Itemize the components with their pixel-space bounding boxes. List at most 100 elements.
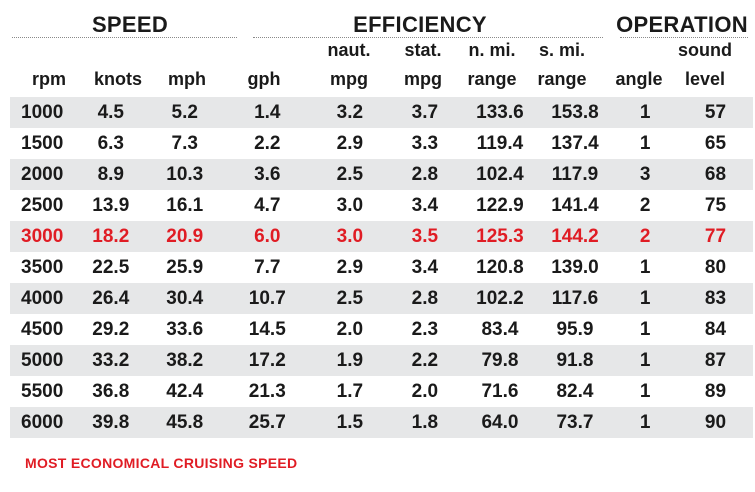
- table-cell: 3000: [10, 221, 75, 252]
- table-cell: 42.4: [147, 376, 223, 407]
- table-row: 2000 8.9 10.3 3.6 2.5 2.8 102.4 117.9 3 68: [10, 159, 753, 190]
- table-cell: 25.9: [147, 252, 223, 283]
- table-cell: 38.2: [147, 345, 223, 376]
- column-header: level: [684, 69, 726, 89]
- performance-table: 1000 4.5 5.2 1.4 3.2 3.7 133.6 153.8 1 57 1500 6.3 7…: [10, 97, 753, 438]
- table-cell: 5000: [10, 345, 75, 376]
- table-cell: 1500: [10, 128, 75, 159]
- operation-group-title: OPERATION: [616, 12, 748, 37]
- column-header-top: s. mi.: [538, 40, 586, 60]
- table-cell: 29.2: [74, 314, 148, 345]
- table-cell: 21.3: [222, 376, 313, 407]
- footnote: MOST ECONOMICAL CRUISING SPEED: [25, 455, 298, 471]
- efficiency-group-title: EFFICIENCY: [353, 12, 487, 37]
- table-cell: 64.0: [462, 407, 538, 438]
- table-cell: 1: [612, 314, 678, 345]
- table-cell: 3.6: [222, 159, 313, 190]
- table-cell: 87: [677, 345, 753, 376]
- table-cell: 4.5: [74, 97, 148, 128]
- column-header: gph: [247, 69, 281, 89]
- table-cell: 137.4: [537, 128, 613, 159]
- table-cell: 5.2: [147, 97, 223, 128]
- table-cell: 33.2: [74, 345, 148, 376]
- table-cell: 117.6: [537, 283, 613, 314]
- table-cell: 2.3: [387, 314, 463, 345]
- table-cell: 2.8: [387, 159, 463, 190]
- table-cell: 16.1: [147, 190, 223, 221]
- table-cell: 7.7: [222, 252, 313, 283]
- table-cell: 2: [612, 221, 678, 252]
- table-cell: 5500: [10, 376, 75, 407]
- table-row: 3500 22.5 25.9 7.7 2.9 3.4 120.8 139.0 1 80: [10, 252, 753, 283]
- table-cell: 10.3: [147, 159, 223, 190]
- table-row: 5000 33.2 38.2 17.2 1.9 2.2 79.8 91.8 1 87: [10, 345, 753, 376]
- table-cell: 91.8: [537, 345, 613, 376]
- table-cell: 3.4: [387, 252, 463, 283]
- table-row: 3000 18.2 20.9 6.0 3.0 3.5 125.3 144.2 2 77: [10, 221, 753, 252]
- table-cell: 4000: [10, 283, 75, 314]
- table-cell: 13.9: [74, 190, 148, 221]
- table-cell: 141.4: [537, 190, 613, 221]
- table-cell: 4500: [10, 314, 75, 345]
- column-header-top: sound: [678, 40, 732, 60]
- table-cell: 1.9: [312, 345, 388, 376]
- table-cell: 1: [612, 345, 678, 376]
- table-cell: 65: [677, 128, 753, 159]
- table-cell: 153.8: [537, 97, 613, 128]
- table-cell: 3.0: [312, 221, 388, 252]
- table-cell: 68: [677, 159, 753, 190]
- column-header: mpg: [404, 69, 442, 89]
- column-header-top: n. mi.: [468, 40, 516, 60]
- table-cell: 4.7: [222, 190, 313, 221]
- table-cell: 22.5: [74, 252, 148, 283]
- table-cell: 17.2: [222, 345, 313, 376]
- table-cell: 8.9: [74, 159, 148, 190]
- table-cell: 33.6: [147, 314, 223, 345]
- table-row: 2500 13.9 16.1 4.7 3.0 3.4 122.9 141.4 2 75: [10, 190, 753, 221]
- column-header: range: [537, 69, 587, 89]
- table-cell: 18.2: [74, 221, 148, 252]
- table-cell: 30.4: [147, 283, 223, 314]
- table-cell: 2: [612, 190, 678, 221]
- table-cell: 2.2: [222, 128, 313, 159]
- table-cell: 45.8: [147, 407, 223, 438]
- table-cell: 77: [677, 221, 753, 252]
- column-header: range: [467, 69, 517, 89]
- table-cell: 3500: [10, 252, 75, 283]
- table-cell: 1: [612, 283, 678, 314]
- table-cell: 39.8: [74, 407, 148, 438]
- table-cell: 1.4: [222, 97, 313, 128]
- table-cell: 1: [612, 407, 678, 438]
- table-cell: 3.7: [387, 97, 463, 128]
- column-header: rpm: [31, 69, 66, 89]
- table-cell: 102.2: [462, 283, 538, 314]
- table-cell: 133.6: [462, 97, 538, 128]
- table-cell: 90: [677, 407, 753, 438]
- table-cell: 80: [677, 252, 753, 283]
- column-header: mph: [168, 69, 206, 89]
- table-cell: 82.4: [537, 376, 613, 407]
- table-cell: 6.3: [74, 128, 148, 159]
- table-cell: 14.5: [222, 314, 313, 345]
- column-header: angle: [615, 69, 663, 89]
- table-cell: 120.8: [462, 252, 538, 283]
- table-cell: 144.2: [537, 221, 613, 252]
- speed-group-rule: [12, 37, 237, 38]
- table-cell: 57: [677, 97, 753, 128]
- table-row: 4500 29.2 33.6 14.5 2.0 2.3 83.4 95.9 1 84: [10, 314, 753, 345]
- table-cell: 2.0: [312, 314, 388, 345]
- column-header-top: naut.: [327, 40, 371, 60]
- table-cell: 7.3: [147, 128, 223, 159]
- table-cell: 10.7: [222, 283, 313, 314]
- table-cell: 1.5: [312, 407, 388, 438]
- table-cell: 2.0: [387, 376, 463, 407]
- table-cell: 79.8: [462, 345, 538, 376]
- column-header: knots: [93, 69, 142, 89]
- table-cell: 2.9: [312, 128, 388, 159]
- column-header-top: stat.: [404, 40, 442, 60]
- table-cell: 20.9: [147, 221, 223, 252]
- table-cell: 25.7: [222, 407, 313, 438]
- table-cell: 1: [612, 97, 678, 128]
- table-cell: 2.5: [312, 159, 388, 190]
- table-cell: 3: [612, 159, 678, 190]
